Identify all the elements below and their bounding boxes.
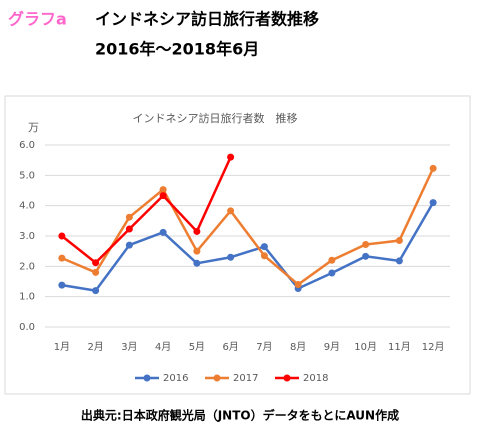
data-point (193, 259, 201, 267)
x-tick-label: 6月 (222, 341, 238, 353)
legend-marker (213, 374, 221, 382)
legend-marker (143, 374, 151, 382)
x-tick-label: 7月 (256, 341, 272, 353)
data-point (193, 247, 201, 255)
x-tick-label: 2月 (87, 341, 103, 353)
data-point (328, 269, 336, 277)
source-note: 出典元:日本政府観光局（JNTO）データをもとにAUN作成 (81, 408, 399, 423)
data-point (92, 287, 100, 295)
y-tick-label: 6.0 (19, 140, 35, 151)
x-tick-label: 11月 (388, 341, 411, 353)
chart-frame (4, 95, 471, 395)
x-tick-label: 9月 (324, 341, 340, 353)
y-tick-label: 5.0 (19, 170, 35, 181)
data-point (227, 207, 235, 215)
figure-tag: グラフa (8, 10, 67, 29)
data-point (429, 199, 437, 207)
data-point (227, 253, 235, 261)
data-point (395, 257, 403, 265)
data-point (92, 268, 100, 276)
y-tick-label: 0.0 (19, 322, 35, 333)
data-point (260, 243, 268, 251)
data-point (260, 252, 268, 260)
data-point (227, 153, 235, 161)
data-point (159, 186, 167, 194)
y-tick-label: 2.0 (19, 261, 35, 272)
y-tick-label: 4.0 (19, 201, 35, 212)
legend-marker (283, 374, 291, 382)
x-tick-label: 4月 (155, 341, 171, 353)
data-point (125, 225, 133, 233)
series-line (61, 202, 435, 292)
data-point (362, 240, 370, 248)
legend-label: 2016 (163, 373, 188, 384)
x-tick-label: 12月 (422, 341, 445, 353)
x-tick-label: 8月 (290, 341, 306, 353)
legend-label: 2017 (233, 373, 258, 384)
data-point (159, 192, 167, 200)
data-point (328, 256, 336, 264)
data-point (125, 213, 133, 221)
data-point (92, 259, 100, 267)
page-title: インドネシア訪日旅行者数推移 (95, 10, 319, 29)
y-tick-label: 1.0 (19, 292, 35, 303)
y-axis-unit: 万 (28, 121, 39, 134)
data-point (58, 254, 66, 262)
data-point (429, 164, 437, 172)
data-point (395, 237, 403, 245)
y-tick-label: 3.0 (19, 231, 35, 242)
data-point (362, 252, 370, 260)
data-point (294, 281, 302, 289)
x-tick-label: 1月 (54, 341, 70, 353)
x-tick-label: 10月 (354, 341, 377, 353)
x-tick-label: 3月 (121, 341, 137, 353)
data-point (58, 281, 66, 289)
x-tick-label: 5月 (189, 341, 205, 353)
series-line (61, 167, 435, 287)
series-line (61, 156, 232, 265)
data-point (193, 227, 201, 235)
data-point (58, 232, 66, 240)
page-subtitle: 2016年～2018年6月 (95, 40, 259, 59)
data-point (125, 241, 133, 249)
legend-label: 2018 (303, 373, 328, 384)
data-point (159, 228, 167, 236)
chart-title: インドネシア訪日旅行者数 推移 (133, 111, 298, 125)
